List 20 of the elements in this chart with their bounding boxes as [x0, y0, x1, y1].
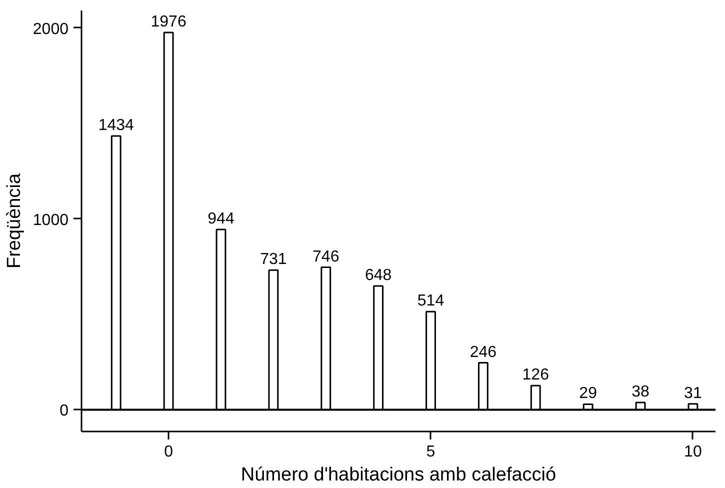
data-label: 944	[208, 210, 234, 228]
data-label: 731	[260, 251, 287, 268]
data-label: 648	[364, 267, 392, 284]
y-tick-label: 1000	[32, 212, 69, 229]
data-label: 746	[312, 248, 340, 266]
data-label: 246	[470, 344, 497, 361]
data-label: 29	[579, 385, 598, 402]
data-label: 31	[684, 384, 702, 402]
data-label: 1434	[98, 116, 134, 134]
y-axis-title: Freqüència	[4, 173, 25, 269]
data-label: 514	[417, 292, 444, 310]
x-tick-label: 5	[426, 444, 436, 460]
x-tick-label: 10	[684, 444, 702, 460]
x-tick-label: 0	[164, 444, 174, 460]
data-label: 38	[632, 383, 650, 400]
y-tick-label: 0	[60, 402, 69, 420]
x-axis-title: Número d'habitacions amb calefacció	[240, 464, 556, 486]
y-tick-label: 2000	[32, 20, 69, 38]
data-label: 1976	[150, 13, 186, 30]
data-label: 126	[522, 366, 550, 384]
